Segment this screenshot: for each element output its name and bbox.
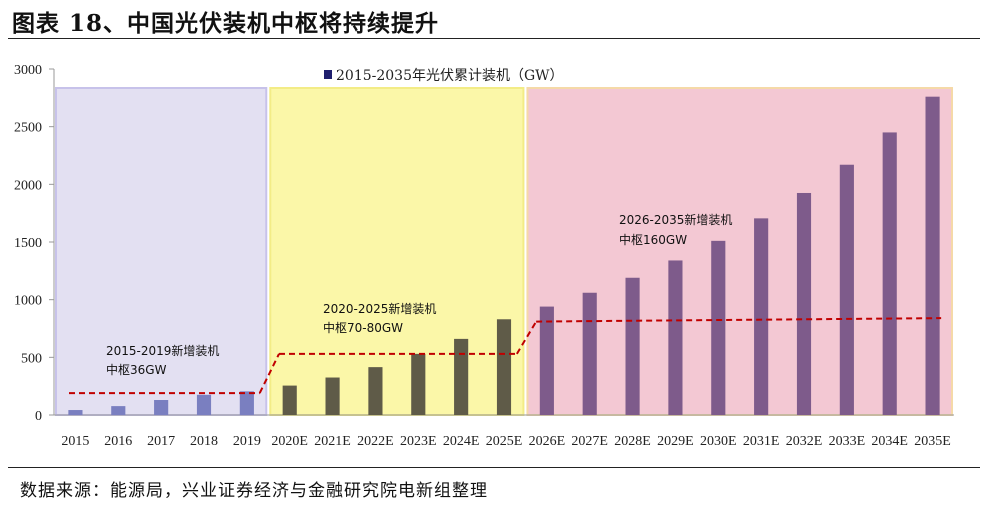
- x-tick-label: 2035E: [914, 434, 951, 449]
- bar-2031E: [754, 218, 769, 415]
- bar-2019: [239, 391, 254, 415]
- bar-2017: [154, 400, 169, 415]
- bar-2016: [111, 406, 126, 415]
- period-region-2026-2035: [526, 87, 954, 416]
- x-tick-label: 2025E: [486, 434, 523, 449]
- period-backgrounds: [55, 87, 954, 416]
- x-tick-label: 2033E: [829, 434, 866, 449]
- annotation-2020-2025: 2020-2025新增装机 中枢70-80GW: [323, 301, 436, 335]
- bar-2027E: [582, 292, 597, 415]
- chart-title: 图表 18、中国光伏装机中枢将持续提升: [12, 10, 440, 37]
- y-tick-label: 1000: [14, 294, 42, 309]
- x-tick-label: 2027E: [571, 434, 608, 449]
- bar-2033E: [839, 164, 854, 415]
- x-tick-label: 2017: [147, 434, 175, 449]
- tick-labels: 0 500 1000 1500 2000 2500 3000 2015 2016 2017 2018…: [14, 63, 951, 449]
- bar-2025E: [496, 319, 512, 415]
- legend: 2015-2035年光伏累计装机（GW）: [324, 68, 564, 84]
- x-tick-label: 2031E: [743, 434, 780, 449]
- x-tick-label: 2024E: [443, 434, 480, 449]
- bar-2028E: [625, 277, 640, 415]
- x-tick-label: 2015: [61, 434, 89, 449]
- bar-2035E: [925, 96, 940, 416]
- x-tick-label: 2022E: [357, 434, 394, 449]
- x-tick-label: 2018: [190, 434, 218, 449]
- y-tick-label: 3000: [14, 63, 42, 78]
- annotation-2015-2019: 2015-2019新增装机 中枢36GW: [106, 343, 219, 377]
- x-tick-label: 2016: [104, 434, 132, 449]
- legend-swatch: [324, 70, 332, 79]
- x-tick-label: 2020E: [271, 434, 308, 449]
- trend-connector: [258, 353, 280, 394]
- x-tick-label: 2028E: [614, 434, 651, 449]
- x-tick-label: 2029E: [657, 434, 694, 449]
- x-tick-label: 2023E: [400, 434, 437, 449]
- bar-2015: [68, 410, 83, 415]
- bar-2029E: [668, 260, 683, 415]
- period-region-2015-2019: [55, 87, 268, 416]
- annotation-2026-2035: 2026-2035新增装机 中枢160GW: [619, 212, 732, 247]
- annotation-line1: 2020-2025新增装机: [323, 301, 436, 316]
- y-tick-label: 2000: [14, 178, 42, 193]
- y-tick-label: 2500: [14, 121, 42, 136]
- x-tick-label: 2026E: [529, 434, 566, 449]
- x-tick-label: 2032E: [786, 434, 823, 449]
- bars: [68, 96, 940, 416]
- trend-connector: [515, 321, 538, 355]
- x-tick-label: 2030E: [700, 434, 737, 449]
- bar-2018: [196, 394, 212, 415]
- y-tick-label: 500: [21, 351, 42, 366]
- bar-2020E: [282, 385, 297, 415]
- source-divider: [8, 467, 980, 468]
- period-region-2020-2025: [269, 87, 525, 416]
- source-note: 数据来源：能源局，兴业证券经济与金融研究院电新组整理: [20, 481, 488, 501]
- y-tick-label: 0: [35, 409, 42, 424]
- x-tick-label: 2021E: [314, 434, 351, 449]
- bar-2032E: [796, 192, 812, 415]
- annotation-line1: 2026-2035新增装机: [619, 212, 732, 227]
- title-divider: [8, 38, 980, 39]
- bar-2030E: [711, 240, 726, 415]
- annotation-line2: 中枢70-80GW: [323, 320, 403, 335]
- bar-chart: 0 500 1000 1500 2000 2500 3000 2015 2016 2017 2018…: [14, 63, 954, 449]
- bar-2034E: [882, 132, 897, 415]
- trend-line-2026-2035: [536, 317, 942, 323]
- legend-label: 2015-2035年光伏累计装机（GW）: [336, 68, 564, 84]
- bar-2026E: [539, 306, 554, 415]
- bar-2022E: [368, 367, 383, 415]
- x-tick-label: 2034E: [871, 434, 908, 449]
- trend-lines: [69, 317, 942, 395]
- x-tick-label: 2019: [233, 434, 261, 449]
- y-tick-label: 1500: [14, 236, 42, 251]
- bar-2023E: [411, 353, 426, 415]
- annotation-line2: 中枢160GW: [619, 232, 687, 247]
- bar-2024E: [454, 338, 469, 415]
- annotation-line2: 中枢36GW: [106, 362, 167, 377]
- bar-2021E: [325, 377, 340, 415]
- annotation-line1: 2015-2019新增装机: [106, 343, 219, 358]
